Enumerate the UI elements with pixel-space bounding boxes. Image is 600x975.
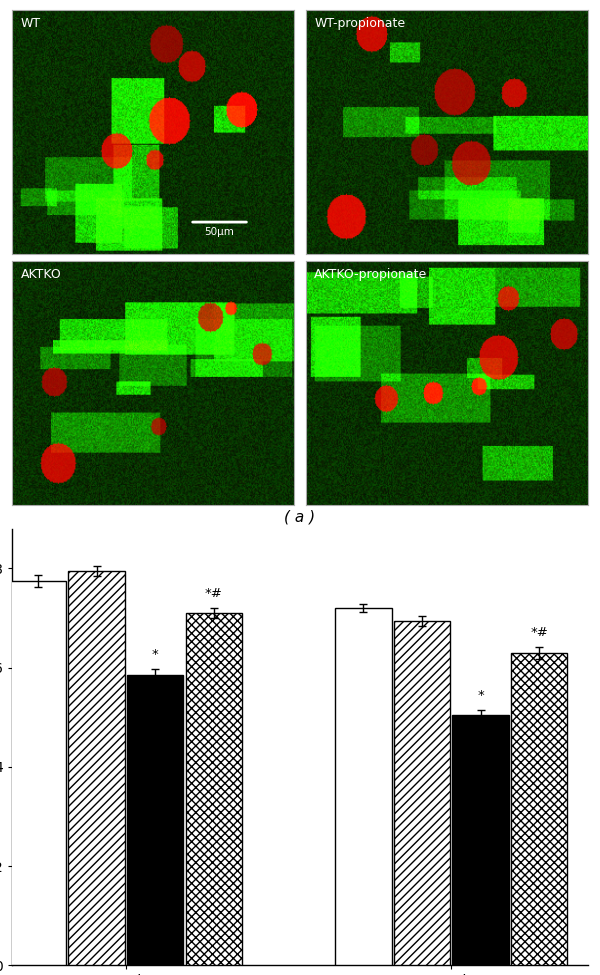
Text: WT-propionate: WT-propionate: [314, 18, 405, 30]
Text: *: *: [152, 648, 158, 661]
Bar: [10, 581, 66, 965]
Text: 50μm: 50μm: [205, 227, 235, 237]
Bar: [127, 675, 184, 965]
Bar: [452, 715, 509, 965]
Text: AKTKO: AKTKO: [20, 268, 61, 282]
Text: WT: WT: [20, 18, 41, 30]
Text: AKTKO-propionate: AKTKO-propionate: [314, 268, 427, 282]
Bar: [335, 608, 392, 965]
Bar: [511, 653, 568, 965]
Text: ( a ): ( a ): [284, 510, 316, 525]
Text: *#: *#: [205, 587, 223, 601]
Bar: [68, 571, 125, 965]
Bar: [185, 613, 242, 965]
Text: *: *: [477, 689, 484, 702]
Text: *#: *#: [530, 626, 548, 639]
Bar: [394, 620, 450, 965]
